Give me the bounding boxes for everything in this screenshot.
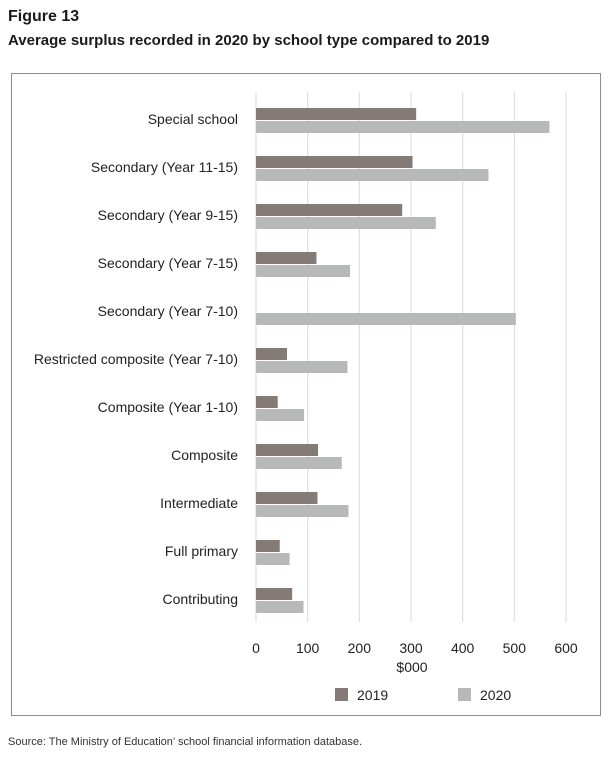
chart-title: Average surplus recorded in 2020 by scho… bbox=[8, 32, 490, 49]
x-tick-label: 600 bbox=[554, 640, 578, 656]
bar-2020 bbox=[256, 313, 516, 325]
x-tick-label: 500 bbox=[503, 640, 527, 656]
category-labels: Special school Secondary (Year 11-15) Seco… bbox=[34, 111, 238, 607]
x-tick-label: 300 bbox=[399, 640, 423, 656]
x-tick-label: 200 bbox=[348, 640, 372, 656]
bar-2019 bbox=[256, 252, 317, 264]
category-label: Contributing bbox=[163, 591, 239, 607]
category-label: Restricted composite (Year 7-10) bbox=[34, 351, 238, 367]
category-label: Intermediate bbox=[160, 495, 238, 511]
bar-2020 bbox=[256, 601, 304, 613]
chart-frame bbox=[11, 73, 601, 716]
bar-2019 bbox=[256, 588, 293, 600]
x-tick-label: 400 bbox=[451, 640, 475, 656]
bar-2020 bbox=[256, 505, 349, 517]
legend-label-2020: 2020 bbox=[480, 687, 511, 703]
x-tick-labels: 0 100 200 300 400 500 600 bbox=[252, 640, 578, 656]
legend: 2019 2020 bbox=[335, 687, 511, 703]
legend-label-2019: 2019 bbox=[357, 687, 388, 703]
legend-swatch-2020 bbox=[458, 688, 471, 701]
category-label: Secondary (Year 9-15) bbox=[98, 207, 238, 223]
bar-2019 bbox=[256, 540, 280, 552]
category-label: Secondary (Year 7-15) bbox=[98, 255, 238, 271]
category-label: Special school bbox=[148, 111, 238, 127]
bar-2020 bbox=[256, 265, 351, 277]
bar-2019 bbox=[256, 492, 318, 504]
bar-2019 bbox=[256, 396, 278, 408]
bar-2020 bbox=[256, 169, 489, 181]
bar-2020 bbox=[256, 361, 348, 373]
bar-2020 bbox=[256, 457, 342, 469]
category-label: Full primary bbox=[165, 543, 238, 559]
category-label: Secondary (Year 7-10) bbox=[98, 303, 238, 319]
category-label: Secondary (Year 11-15) bbox=[91, 159, 238, 175]
x-tick-label: 100 bbox=[296, 640, 320, 656]
figure-label: Figure 13 bbox=[8, 8, 80, 25]
category-label: Composite (Year 1-10) bbox=[98, 399, 238, 415]
bar-2019 bbox=[256, 444, 318, 456]
bar-layer bbox=[256, 108, 550, 613]
x-axis-label: $000 bbox=[396, 659, 427, 675]
bar-2020 bbox=[256, 217, 436, 229]
bar-2019 bbox=[256, 204, 403, 216]
bar-2020 bbox=[256, 409, 305, 421]
source-note: Source: The Ministry of Education’ schoo… bbox=[8, 736, 363, 748]
bar-2020 bbox=[256, 121, 550, 133]
legend-swatch-2019 bbox=[335, 688, 348, 701]
bar-2020 bbox=[256, 553, 290, 565]
bar-2019 bbox=[256, 108, 417, 120]
bar-2019 bbox=[256, 348, 287, 360]
x-tick-label: 0 bbox=[252, 640, 260, 656]
category-label: Composite bbox=[171, 447, 238, 463]
bar-2019 bbox=[256, 156, 413, 168]
